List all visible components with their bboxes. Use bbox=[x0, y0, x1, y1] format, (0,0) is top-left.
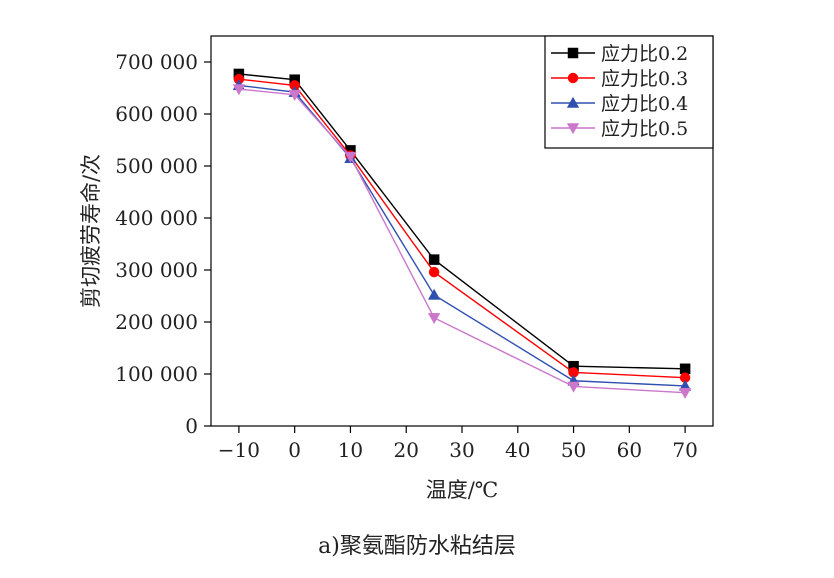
x-tick-label: −10 bbox=[218, 438, 260, 462]
series bbox=[232, 84, 692, 399]
y-axis-title: 剪切疲劳寿命/次 bbox=[79, 154, 103, 308]
x-tick-label: 70 bbox=[672, 438, 697, 462]
data-point-triangle-down bbox=[678, 387, 692, 399]
data-point-square bbox=[567, 47, 579, 59]
x-tick-label: 40 bbox=[505, 438, 530, 462]
x-tick-label: 60 bbox=[617, 438, 642, 462]
legend-items: 应力比0.2 应力比0.3 应力比0.4 应力比0.5 bbox=[551, 43, 688, 140]
legend-label: 应力比0.2 bbox=[601, 43, 688, 65]
data-point-triangle-down bbox=[567, 381, 580, 393]
data-point-circle bbox=[567, 72, 579, 84]
series-layer bbox=[232, 68, 692, 399]
y-tick-label: 700 000 bbox=[115, 50, 198, 74]
y-tick-label: 200 000 bbox=[115, 310, 198, 334]
x-tick-label: 20 bbox=[393, 438, 418, 462]
y-tick-label: 300 000 bbox=[115, 258, 198, 282]
x-axis-title: 温度/℃ bbox=[426, 478, 499, 502]
y-tick-label: 400 000 bbox=[115, 206, 198, 230]
figure-caption: a)聚氨酯防水粘结层 bbox=[318, 534, 516, 559]
data-point-circle bbox=[428, 266, 440, 278]
x-tick-label: 10 bbox=[338, 438, 363, 462]
legend-label: 应力比0.3 bbox=[601, 68, 688, 90]
series-line bbox=[238, 73, 686, 370]
x-axis: −10 0 10 20 30 40 50 60 70 bbox=[218, 426, 698, 462]
legend-item: 应力比0.5 bbox=[551, 118, 688, 140]
data-point-triangle-down bbox=[344, 151, 357, 163]
y-axis: 0 100 000 200 000 300 000 400 000 500 000 600 … bbox=[115, 50, 211, 438]
x-tick-label: 30 bbox=[449, 438, 474, 462]
data-point-triangle-down bbox=[288, 90, 301, 102]
data-point-triangle-down bbox=[427, 313, 441, 325]
legend: 应力比0.2 应力比0.3 应力比0.4 应力比0.5 bbox=[544, 35, 714, 149]
data-point-triangle-up bbox=[566, 96, 580, 108]
series-line bbox=[238, 78, 686, 379]
series-line bbox=[238, 88, 686, 394]
y-tick-label: 0 bbox=[185, 414, 198, 438]
legend-item: 应力比0.2 bbox=[551, 43, 688, 65]
series-line bbox=[238, 84, 686, 387]
x-tick-label: 0 bbox=[288, 438, 301, 462]
legend-item: 应力比0.4 bbox=[551, 93, 688, 115]
legend-label: 应力比0.4 bbox=[601, 93, 688, 115]
data-point-square bbox=[679, 363, 691, 375]
y-tick-label: 600 000 bbox=[115, 102, 198, 126]
x-tick-label: 50 bbox=[561, 438, 586, 462]
y-tick-label: 100 000 bbox=[115, 362, 198, 386]
legend-item: 应力比0.3 bbox=[551, 68, 688, 90]
y-tick-label: 500 000 bbox=[115, 154, 198, 178]
data-point-triangle-down bbox=[566, 123, 580, 135]
data-point-triangle-up bbox=[427, 288, 441, 300]
legend-label: 应力比0.5 bbox=[601, 118, 688, 140]
data-point-triangle-down bbox=[232, 84, 246, 96]
data-point-square bbox=[428, 254, 440, 265]
